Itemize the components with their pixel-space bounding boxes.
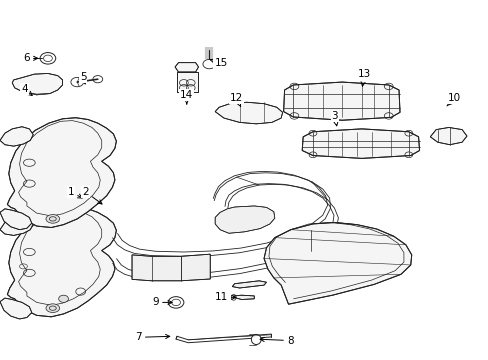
Ellipse shape <box>46 304 60 312</box>
Polygon shape <box>283 82 399 120</box>
Ellipse shape <box>59 295 68 302</box>
Polygon shape <box>215 102 282 124</box>
Text: 8: 8 <box>260 336 293 346</box>
Polygon shape <box>132 254 210 281</box>
Polygon shape <box>0 209 32 230</box>
Text: 4: 4 <box>21 84 32 95</box>
Text: 14: 14 <box>180 90 193 104</box>
Polygon shape <box>0 127 33 146</box>
Ellipse shape <box>40 53 56 64</box>
Ellipse shape <box>168 297 183 308</box>
Text: 5: 5 <box>80 72 86 84</box>
Polygon shape <box>175 63 198 72</box>
Polygon shape <box>12 73 62 94</box>
Ellipse shape <box>251 334 261 345</box>
Text: 7: 7 <box>135 332 169 342</box>
Polygon shape <box>0 298 32 319</box>
Ellipse shape <box>46 215 60 223</box>
Text: 6: 6 <box>23 53 38 63</box>
Text: 13: 13 <box>357 69 370 86</box>
Polygon shape <box>7 118 116 228</box>
Text: 3: 3 <box>331 111 338 126</box>
Polygon shape <box>0 216 33 235</box>
Text: 2: 2 <box>82 187 102 204</box>
Ellipse shape <box>203 59 215 69</box>
Text: 1: 1 <box>67 187 82 198</box>
Polygon shape <box>177 72 197 92</box>
Polygon shape <box>429 127 466 145</box>
Ellipse shape <box>93 76 102 83</box>
Text: 11: 11 <box>214 292 235 302</box>
Ellipse shape <box>71 77 83 87</box>
Text: 12: 12 <box>229 93 243 107</box>
Polygon shape <box>215 206 274 233</box>
Text: 9: 9 <box>152 297 172 307</box>
Text: 10: 10 <box>446 93 460 106</box>
Text: 15: 15 <box>210 58 227 68</box>
Polygon shape <box>232 281 266 288</box>
Polygon shape <box>7 207 116 317</box>
Polygon shape <box>233 295 254 300</box>
Polygon shape <box>302 129 419 158</box>
Polygon shape <box>264 222 411 304</box>
